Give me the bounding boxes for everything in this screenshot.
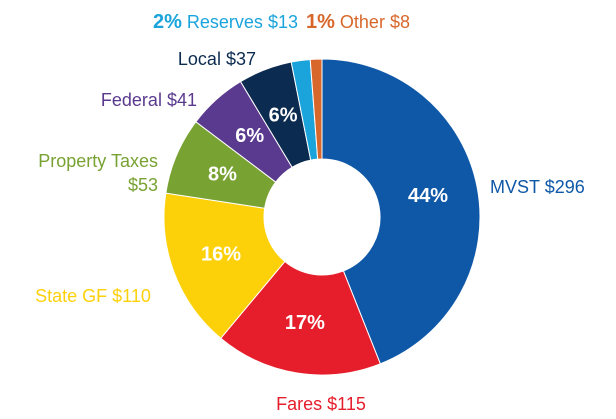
category-label: Other <box>340 12 385 32</box>
category-label: Local <box>178 49 221 69</box>
percent-label: 8% <box>208 163 237 185</box>
slice-label: 1% Other $8 <box>306 11 410 33</box>
slice <box>163 192 286 340</box>
percent-label: 1% <box>306 11 335 33</box>
category-label: Property Taxes <box>38 151 158 171</box>
percent-label: 6% <box>235 125 264 147</box>
slice-label: Local $37 <box>178 49 256 69</box>
slice-label: Federal $41 <box>101 90 197 110</box>
category-label: State GF <box>35 286 107 306</box>
slice-label: State GF $110 <box>35 286 151 306</box>
value-label: $296 <box>545 177 585 197</box>
slice <box>309 58 323 160</box>
category-label: MVST <box>490 177 540 197</box>
category-label: Fares <box>276 394 322 414</box>
percent-label: 16% <box>201 244 241 266</box>
slice-label: Fares $115 <box>276 394 366 414</box>
slice <box>220 260 381 376</box>
slice <box>321 58 481 365</box>
category-label: Federal <box>101 90 162 110</box>
percent-label: 17% <box>285 312 325 334</box>
value-label: $8 <box>390 12 410 32</box>
value-label: $53 <box>128 175 158 195</box>
slice-label: Property Taxes $53 <box>38 151 158 195</box>
percent-label: 6% <box>269 105 298 127</box>
slice-label: MVST $296 <box>490 177 585 197</box>
value-label: $41 <box>167 90 197 110</box>
percent-label: 44% <box>408 185 448 207</box>
value-label: $110 <box>112 286 151 306</box>
slice-label: 2% Reserves $13 <box>153 11 298 33</box>
value-label: $37 <box>226 49 256 69</box>
percent-label: 2% <box>153 11 182 33</box>
value-label: $115 <box>327 394 366 414</box>
category-label: Reserves <box>187 12 263 32</box>
value-label: $13 <box>268 12 298 32</box>
